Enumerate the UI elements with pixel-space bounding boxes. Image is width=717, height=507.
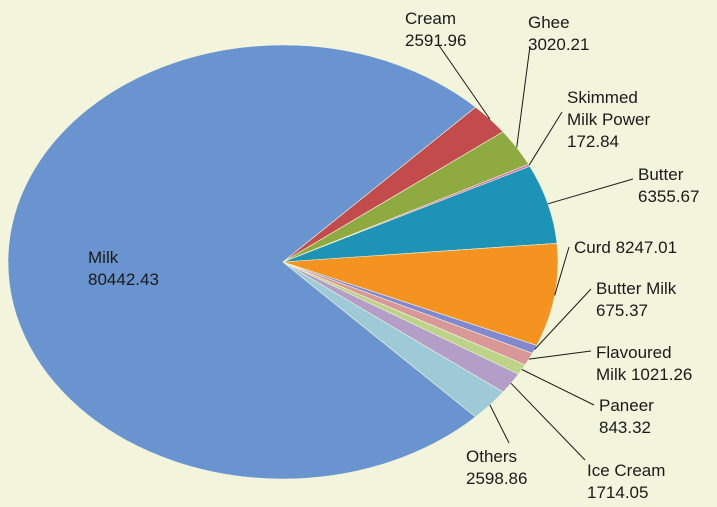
- leader-line-flavoured-milk: [528, 350, 592, 360]
- data-label-milk: Milk 80442.43: [88, 248, 159, 289]
- leader-line-cream: [437, 43, 491, 120]
- leader-line-ghee: [516, 45, 531, 148]
- leader-line-butter: [547, 178, 634, 205]
- data-label-ice-cream: Ice Cream 1714.05: [587, 461, 665, 502]
- data-label-skimmed-milk-power: Skimmed Milk Power 172.84: [567, 88, 650, 151]
- leader-line-butter-milk: [534, 288, 592, 350]
- leader-line-skimmed-milk-power: [528, 111, 563, 166]
- leader-line-others: [489, 404, 510, 444]
- data-label-ghee: Ghee 3020.21: [528, 13, 589, 54]
- data-label-cream: Cream 2591.96: [405, 9, 466, 50]
- data-label-flavoured-milk: Flavoured Milk 1021.26: [596, 343, 692, 384]
- pie-slice-curd: [282, 242, 559, 346]
- data-label-curd: Curd 8247.01: [574, 238, 677, 257]
- data-label-butter-milk: Butter Milk 675.37: [596, 279, 677, 320]
- leader-line-paneer: [521, 369, 595, 406]
- slices-layer: [7, 44, 559, 480]
- data-label-paneer: Paneer 843.32: [599, 396, 654, 437]
- data-label-butter: Butter 6355.67: [638, 165, 699, 206]
- pie-slice-milk: [7, 44, 477, 480]
- leader-line-ice-cream: [510, 382, 586, 461]
- data-labels: Milk 80442.43 Cream 2591.96 Ghee 3020.21 Skimm…: [88, 9, 699, 502]
- data-label-others: Others 2598.86: [466, 447, 527, 488]
- leader-line-curd: [554, 246, 570, 296]
- leader-lines: [437, 43, 634, 461]
